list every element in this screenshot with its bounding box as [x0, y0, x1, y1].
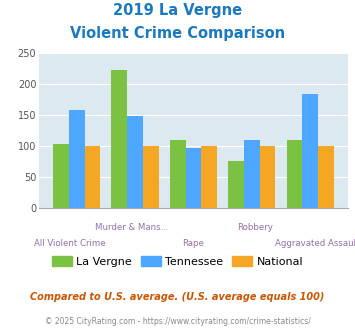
Bar: [53, 144, 69, 208]
Legend: La Vergne, Tennessee, National: La Vergne, Tennessee, National: [47, 251, 308, 271]
Text: Rape: Rape: [182, 239, 204, 248]
Bar: [318, 146, 334, 208]
Text: Robbery: Robbery: [237, 223, 273, 232]
Bar: [170, 140, 186, 208]
Text: Compared to U.S. average. (U.S. average equals 100): Compared to U.S. average. (U.S. average …: [30, 292, 325, 302]
Text: Violent Crime Comparison: Violent Crime Comparison: [70, 26, 285, 41]
Bar: [244, 140, 260, 208]
Text: 2019 La Vergne: 2019 La Vergne: [113, 3, 242, 18]
Bar: [286, 140, 302, 208]
Bar: [302, 94, 318, 208]
Text: © 2025 CityRating.com - https://www.cityrating.com/crime-statistics/: © 2025 CityRating.com - https://www.city…: [45, 317, 310, 326]
Text: Aggravated Assault: Aggravated Assault: [275, 239, 355, 248]
Text: Murder & Mans...: Murder & Mans...: [95, 223, 169, 232]
Bar: [69, 110, 84, 208]
Bar: [228, 161, 244, 208]
Bar: [260, 146, 275, 208]
Bar: [127, 116, 143, 208]
Bar: [111, 70, 127, 208]
Bar: [201, 146, 217, 208]
Bar: [84, 146, 100, 208]
Bar: [186, 148, 201, 208]
Text: All Violent Crime: All Violent Crime: [34, 239, 106, 248]
Bar: [143, 146, 159, 208]
